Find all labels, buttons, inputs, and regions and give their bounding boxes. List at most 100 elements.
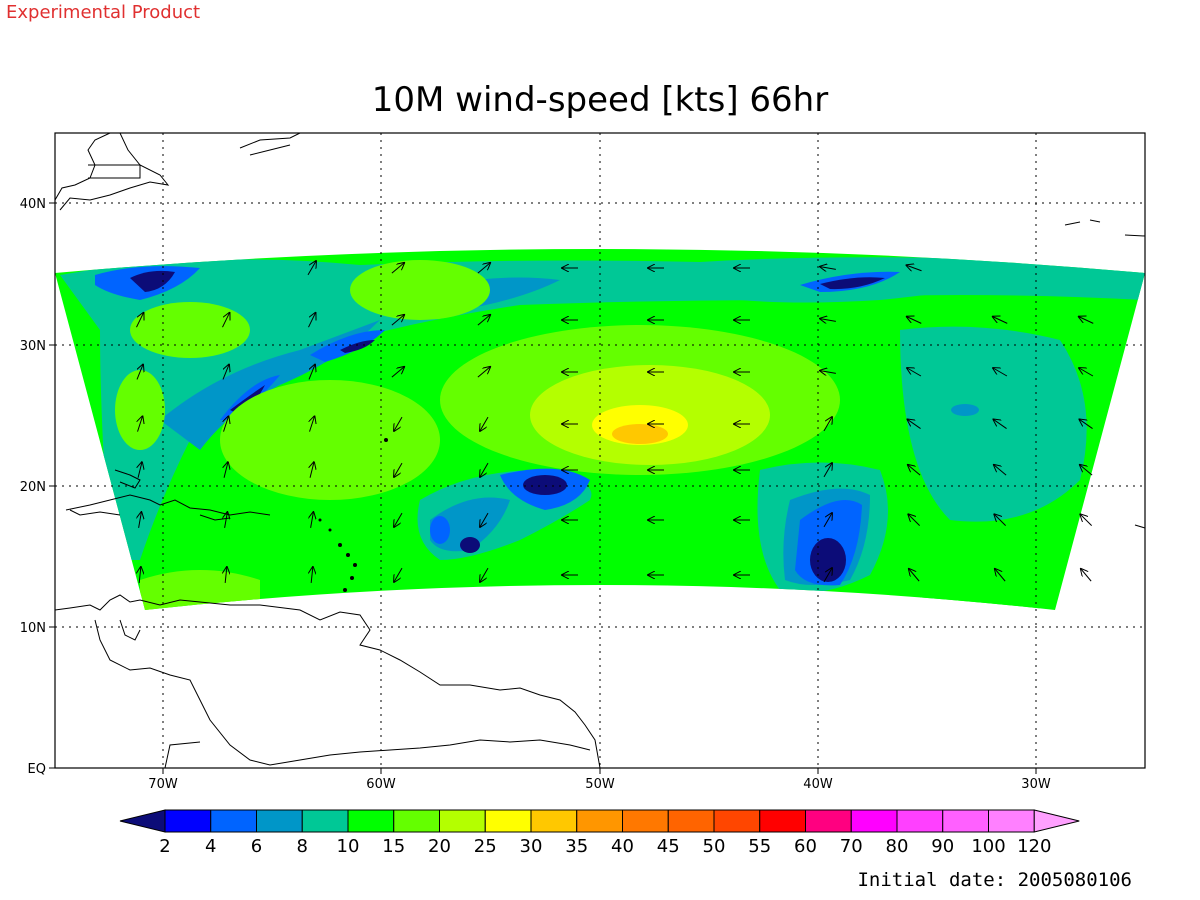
lat-lon-grid [55,133,1145,768]
colorbar-box [210,809,257,833]
colorbar-label: 2 [159,836,170,857]
wind-arrow [310,462,314,478]
lat-label-eq: EQ [28,762,46,777]
colorbar-box [164,809,212,833]
colorbar-arrow-low [119,809,166,833]
wind-arrow [907,368,922,377]
wind-arrow [823,463,832,478]
wind-arrow [820,319,836,322]
wind-arrow [477,315,490,326]
colorbar-box [301,809,349,833]
colorbar-label: 80 [886,836,909,857]
colorbar-box [805,809,852,833]
colorbar-box [347,809,395,833]
wind-arrow [224,462,228,478]
colorbar-box [530,809,578,833]
wind-arrow [908,514,921,527]
wind-arrow [477,263,490,274]
wind-arrow [310,416,315,432]
colorbar-label: 35 [565,836,588,857]
wind-arrow [136,313,143,328]
wind-arrow [225,567,227,584]
lat-label-10n: 10N [20,621,46,636]
wind-arrow [820,371,836,374]
colorbar-label: 100 [971,836,1005,857]
colorbar-label: 70 [840,836,863,857]
wind-arrow [480,416,489,431]
wind-arrow [907,419,921,429]
wind-arrow [1079,419,1093,429]
wind-arrow [993,368,1008,377]
wind-arrow [308,365,315,380]
wind-arrow [906,265,922,270]
axis-ticks [49,202,1037,774]
wind-arrow [224,416,229,432]
wind-arrow [222,313,229,328]
colorbar-box [393,809,440,833]
wind-arrow [994,514,1007,527]
colorbar-label: 25 [474,836,497,857]
wind-arrow [394,416,403,431]
wind-arrow [480,512,489,527]
map-title: 10M wind-speed [kts] 66hr [371,80,829,120]
colorbar-box [759,809,806,833]
wind-arrow [993,317,1008,324]
colorbar-label: 120 [1017,836,1051,857]
colorbar-labels: 2 4 6 8 10 15 20 25 30 35 40 45 50 55 60 70 80 90 100 120 [159,836,1051,857]
wind-speed-field [55,249,1145,610]
colorbar-box [622,809,669,833]
wind-arrow [138,462,142,478]
wind-arrow [139,567,141,584]
colorbar-label: 40 [611,836,634,857]
wind-arrow [480,462,489,477]
wind-arrow [907,317,922,324]
lon-label-60w: 60W [366,777,396,792]
lat-label-20n: 20N [20,480,46,495]
coastlines [55,133,1145,768]
wind-arrow [993,419,1007,429]
colorbar-box [896,809,944,833]
experimental-banner: Experimental Product [6,2,201,23]
colorbar-box [942,809,989,833]
wind-arrow [222,365,229,380]
wind-arrow [994,465,1007,476]
wind-arrow [1081,569,1092,582]
wind-arrow [139,512,142,528]
wind-arrow [1080,514,1093,527]
wind-arrow [394,462,403,477]
wind-arrow [311,512,314,528]
wind-arrow [477,367,490,378]
wind-arrow [225,512,228,528]
colorbar-box [484,809,532,833]
colorbar-box [850,809,898,833]
colorbar-box [576,809,623,833]
wind-arrow [995,569,1006,582]
wind-arrow [820,267,836,270]
initial-date: Initial date: 2005080106 [857,869,1132,891]
colorbar-label: 6 [251,836,262,857]
colorbar-label: 60 [794,836,817,857]
longitude-labels: 70W 60W 50W 40W 30W [148,777,1051,792]
wind-arrow [391,263,404,274]
wind-arrow [307,261,316,276]
colorbar-box [713,809,761,833]
wind-arrow [311,567,313,584]
colorbar-label: 45 [657,836,680,857]
lon-label-50w: 50W [585,777,615,792]
latitude-labels: 40N 30N 20N 10N EQ [20,197,46,777]
colorbar [119,809,1080,833]
colorbar-box [667,809,715,833]
lat-label-30n: 30N [20,339,46,354]
wind-arrow [908,465,921,476]
wind-arrow [391,367,404,378]
colorbar-box [439,809,486,833]
colorbar-label: 30 [520,836,543,857]
wind-arrow [823,568,832,583]
lat-label-40n: 40N [20,197,46,212]
colorbar-label: 15 [382,836,405,857]
colorbar-label: 90 [931,836,954,857]
wind-arrow [394,567,403,582]
wind-arrow [1079,317,1094,324]
colorbar-label: 10 [337,836,360,857]
